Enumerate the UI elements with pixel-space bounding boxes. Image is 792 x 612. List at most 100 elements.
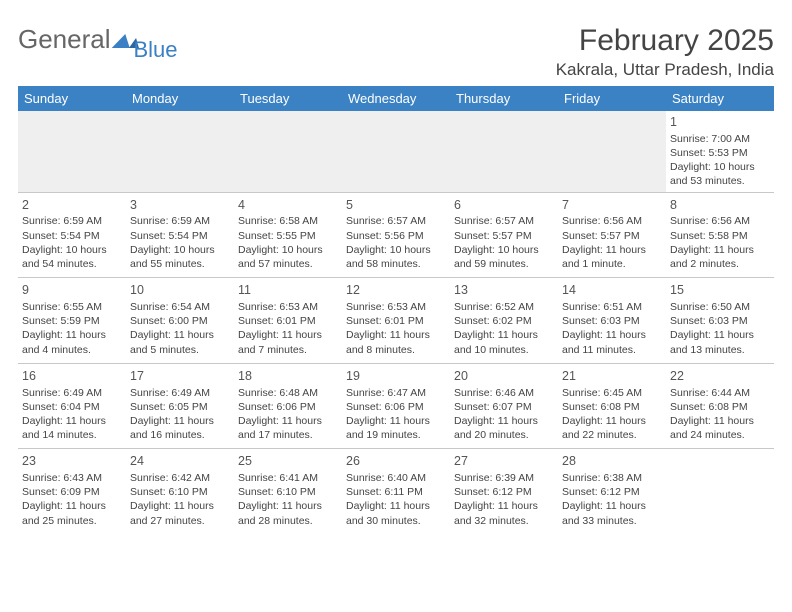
day-number: 1 xyxy=(670,114,770,131)
day-number: 3 xyxy=(130,197,230,214)
sunset-line: Sunset: 5:54 PM xyxy=(22,230,100,242)
sunset-line: Sunset: 6:10 PM xyxy=(238,486,316,498)
daylight-line: Daylight: 11 hours and 28 minutes. xyxy=(238,500,322,526)
sunset-line: Sunset: 6:04 PM xyxy=(22,401,100,413)
sunset-line: Sunset: 6:05 PM xyxy=(130,401,208,413)
col-saturday: Saturday xyxy=(666,86,774,111)
daylight-line: Daylight: 10 hours and 58 minutes. xyxy=(346,244,431,270)
day-number: 13 xyxy=(454,282,554,299)
daylight-line: Daylight: 11 hours and 20 minutes. xyxy=(454,415,538,441)
sunset-line: Sunset: 6:08 PM xyxy=(562,401,640,413)
sunset-line: Sunset: 6:07 PM xyxy=(454,401,532,413)
day-cell: 2Sunrise: 6:59 AM Sunset: 5:54 PM Daylight… xyxy=(18,192,126,278)
sunset-line: Sunset: 6:08 PM xyxy=(670,401,748,413)
day-number: 6 xyxy=(454,197,554,214)
header: General Blue February 2025 Kakrala, Utta… xyxy=(18,24,774,80)
sunset-line: Sunset: 6:01 PM xyxy=(238,315,316,327)
day-cell: 12Sunrise: 6:53 AMSunset: 6:01 PMDayligh… xyxy=(342,278,450,364)
sunrise-line: Sunrise: 6:38 AM xyxy=(562,472,642,484)
daylight-line: Daylight: 11 hours and 16 minutes. xyxy=(130,415,214,441)
sunset-line: Sunset: 5:58 PM xyxy=(670,230,748,242)
title-block: February 2025 Kakrala, Uttar Pradesh, In… xyxy=(556,24,774,80)
sunrise-line: Sunrise: 6:42 AM xyxy=(130,472,210,484)
day-cell: 26Sunrise: 6:40 AMSunset: 6:11 PMDayligh… xyxy=(342,449,450,534)
daylight-line: Daylight: 10 hours and 54 minutes. xyxy=(22,244,107,270)
day-cell: 22Sunrise: 6:44 AMSunset: 6:08 PMDayligh… xyxy=(666,363,774,449)
day-number: 20 xyxy=(454,368,554,385)
day-cell xyxy=(234,111,342,192)
day-cell: 8Sunrise: 6:56 AMSunset: 5:58 PMDaylight… xyxy=(666,192,774,278)
day-cell xyxy=(558,111,666,192)
week-row: 23Sunrise: 6:43 AMSunset: 6:09 PMDayligh… xyxy=(18,449,774,534)
day-number: 2 xyxy=(22,197,122,214)
daylight-line: Daylight: 11 hours and 1 minute. xyxy=(562,244,646,270)
day-cell xyxy=(126,111,234,192)
sunset-line: Sunset: 6:03 PM xyxy=(562,315,640,327)
sunset-line: Sunset: 5:57 PM xyxy=(562,230,640,242)
month-title: February 2025 xyxy=(556,24,774,58)
day-cell: 21Sunrise: 6:45 AMSunset: 6:08 PMDayligh… xyxy=(558,363,666,449)
sunrise-line: Sunrise: 7:00 AM xyxy=(670,133,750,145)
sunrise-line: Sunrise: 6:49 AM xyxy=(130,387,210,399)
daylight-line: Daylight: 11 hours and 2 minutes. xyxy=(670,244,754,270)
day-number: 27 xyxy=(454,453,554,470)
logo: General Blue xyxy=(18,24,186,55)
week-row: 9Sunrise: 6:55 AMSunset: 5:59 PMDaylight… xyxy=(18,278,774,364)
week-row: 16 Sunrise: 6:49 AM Sunset: 6:04 PM Dayligh… xyxy=(18,363,774,449)
daylight-line: Daylight: 11 hours and 32 minutes. xyxy=(454,500,538,526)
day-number: 23 xyxy=(22,453,122,470)
sunrise-line: Sunrise: 6:40 AM xyxy=(346,472,426,484)
sunset-line: Sunset: 5:57 PM xyxy=(454,230,532,242)
sunset-line: Sunset: 6:11 PM xyxy=(346,486,423,498)
day-cell: 4Sunrise: 6:58 AMSunset: 5:55 PMDaylight… xyxy=(234,192,342,278)
sunset-line: Sunset: 6:06 PM xyxy=(346,401,424,413)
daylight-line: Daylight: 11 hours and 17 minutes. xyxy=(238,415,322,441)
sunset-line: Sunset: 5:54 PM xyxy=(130,230,208,242)
day-number: 15 xyxy=(670,282,770,299)
logo-text-general: General xyxy=(18,24,111,55)
sunrise-line: Sunrise: 6:53 AM xyxy=(346,301,426,313)
day-cell: 10Sunrise: 6:54 AMSunset: 6:00 PMDayligh… xyxy=(126,278,234,364)
day-number: 9 xyxy=(22,282,122,299)
sunrise-line: Sunrise: 6:41 AM xyxy=(238,472,318,484)
daylight-line: Daylight: 11 hours and 27 minutes. xyxy=(130,500,214,526)
day-cell: 24Sunrise: 6:42 AMSunset: 6:10 PMDayligh… xyxy=(126,449,234,534)
sunset-line: Sunset: 6:12 PM xyxy=(562,486,640,498)
daylight-line: Daylight: 11 hours and 13 minutes. xyxy=(670,329,754,355)
daylight-line: Daylight: 11 hours and 14 minutes. xyxy=(22,415,106,441)
sunrise-line: Sunrise: 6:46 AM xyxy=(454,387,534,399)
sunrise-line: Sunrise: 6:59 AM xyxy=(130,215,210,227)
day-cell xyxy=(666,449,774,534)
daylight-line: Daylight: 11 hours and 19 minutes. xyxy=(346,415,430,441)
sunset-line: Sunset: 6:02 PM xyxy=(454,315,532,327)
day-number: 18 xyxy=(238,368,338,385)
day-number: 16 xyxy=(22,368,122,385)
sunrise-line: Sunrise: 6:44 AM xyxy=(670,387,750,399)
day-number: 19 xyxy=(346,368,446,385)
day-cell: 1Sunrise: 7:00 AMSunset: 5:53 PMDaylight… xyxy=(666,111,774,192)
day-cell: 23Sunrise: 6:43 AMSunset: 6:09 PMDayligh… xyxy=(18,449,126,534)
day-number: 25 xyxy=(238,453,338,470)
day-cell: 18Sunrise: 6:48 AMSunset: 6:06 PMDayligh… xyxy=(234,363,342,449)
daylight-line: Daylight: 11 hours and 10 minutes. xyxy=(454,329,538,355)
day-cell: 14Sunrise: 6:51 AMSunset: 6:03 PMDayligh… xyxy=(558,278,666,364)
location: Kakrala, Uttar Pradesh, India xyxy=(556,60,774,80)
sunset-line: Sunset: 6:09 PM xyxy=(22,486,100,498)
sunrise-line: Sunrise: 6:57 AM xyxy=(454,215,534,227)
col-friday: Friday xyxy=(558,86,666,111)
daylight-line: Daylight: 10 hours and 53 minutes. xyxy=(670,161,755,187)
day-number: 24 xyxy=(130,453,230,470)
day-cell xyxy=(450,111,558,192)
daylight-line: Daylight: 11 hours and 33 minutes. xyxy=(562,500,646,526)
logo-text-blue: Blue xyxy=(134,37,178,63)
day-cell: 11Sunrise: 6:53 AMSunset: 6:01 PMDayligh… xyxy=(234,278,342,364)
sunrise-line: Sunrise: 6:59 AM xyxy=(22,215,102,227)
daylight-line: Daylight: 10 hours and 55 minutes. xyxy=(130,244,215,270)
daylight-line: Daylight: 10 hours and 59 minutes. xyxy=(454,244,539,270)
day-number: 28 xyxy=(562,453,662,470)
sunrise-line: Sunrise: 6:55 AM xyxy=(22,301,102,313)
sunrise-line: Sunrise: 6:56 AM xyxy=(670,215,750,227)
day-cell: 15Sunrise: 6:50 AMSunset: 6:03 PMDayligh… xyxy=(666,278,774,364)
day-cell xyxy=(18,111,126,192)
day-number: 10 xyxy=(130,282,230,299)
